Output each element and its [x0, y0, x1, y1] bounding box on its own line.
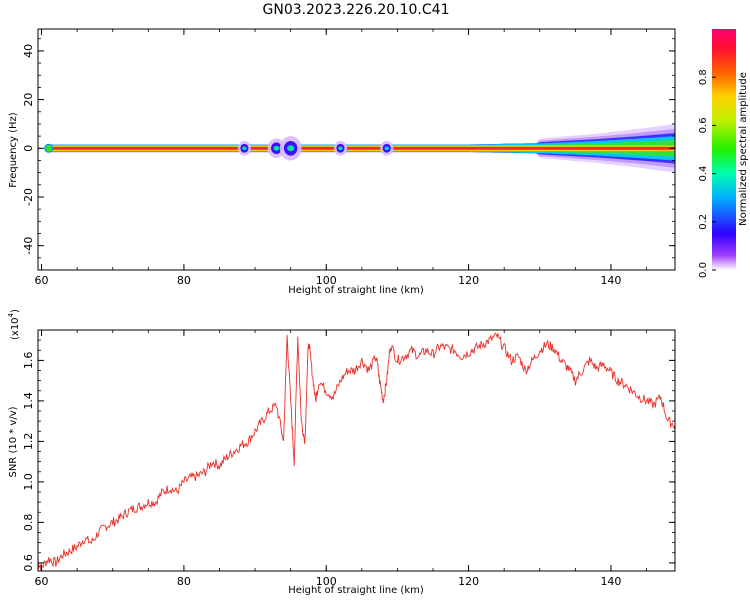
snr-x-tick-label: 100 — [316, 575, 337, 588]
snr-y-label: SNR (10 * v/v) — [8, 406, 19, 477]
snr-y-tick-label: 1.6 — [22, 352, 35, 370]
snr-x-tick-label: 140 — [600, 575, 621, 588]
colorbar-tick-label: 0.4 — [698, 166, 709, 182]
snr-multiplier-base: (x10 — [10, 317, 21, 340]
snr-y-tick-label: 0.8 — [22, 514, 35, 532]
spectrogram-y-tick-label: 40 — [22, 44, 35, 58]
spectrogram-x-tick-label: 120 — [458, 274, 479, 287]
svg-text:(x104): (x104) — [7, 309, 21, 340]
chart-title: GN03.2023.226.20.10.C41 — [263, 2, 450, 18]
spectrogram-spot-core — [242, 146, 247, 151]
colorbar-tick-label: 0.8 — [698, 69, 709, 85]
snr-x-tick-label: 60 — [35, 575, 49, 588]
snr-y-tick-label: 1.0 — [22, 473, 35, 491]
spectrogram-frame — [37, 28, 676, 271]
snr-x-label: Height of straight line (km) — [288, 585, 424, 596]
colorbar-ticks: 0.0 0.2 0.4 0.6 0.8 — [698, 69, 716, 278]
spectrogram-y-tick-label: 20 — [22, 93, 35, 107]
snr-y-tick-label: 1.2 — [22, 433, 35, 451]
spectrogram-y-tick-label: 0 — [22, 145, 35, 152]
spectrogram-x-tick-label: 60 — [35, 274, 49, 287]
snr-x-tick-label: 80 — [177, 575, 191, 588]
spectrogram-x-label: Height of straight line (km) — [288, 285, 424, 296]
spectrogram-x-tick-label: 140 — [600, 274, 621, 287]
colorbar-label: Normalized spectral amplitude — [738, 72, 749, 226]
spectrogram-panel: 60 80 100 120 140 40 20 0 -20 -40 Height of stra… — [8, 28, 676, 296]
spectrogram-x-axis: 60 80 100 120 140 — [35, 29, 647, 287]
snr-multiplier: (x104) — [7, 309, 21, 340]
snr-x-tick-label: 120 — [458, 575, 479, 588]
spectrogram-spot-core — [273, 145, 280, 151]
snr-y-tick-label: 0.6 — [22, 554, 35, 572]
colorbar-tick-label: 0.6 — [698, 117, 709, 133]
snr-multiplier-close: ) — [10, 309, 21, 313]
snr-series-line — [38, 332, 675, 571]
colorbar-tick-label: 0.2 — [698, 214, 709, 230]
band-start-cap — [44, 143, 54, 153]
snr-line-plot — [38, 332, 675, 571]
spectrogram-spot-core — [384, 146, 389, 151]
spectrogram-y-axis: 40 20 0 -20 -40 — [22, 38, 675, 259]
spectrogram-spot-core — [287, 145, 295, 152]
spectrogram-x-tick-label: 80 — [177, 274, 191, 287]
colorbar: 0.0 0.2 0.4 0.6 0.8 Normalized spectral ampl… — [698, 29, 749, 278]
snr-y-axis: 0.6 0.8 1.0 1.2 1.4 1.6 — [22, 339, 675, 572]
snr-frame — [37, 329, 676, 572]
spectrogram-x-tick-label: 100 — [316, 274, 337, 287]
band-core — [48, 146, 675, 150]
spectrogram-y-tick-label: -20 — [22, 188, 35, 206]
spectrogram-y-tick-label: -40 — [22, 237, 35, 255]
spectrogram-spot-core — [338, 146, 343, 151]
snr-y-tick-label: 1.4 — [22, 392, 35, 410]
snr-panel: 60 80 100 120 140 0.6 0.8 1.0 1.2 1.4 1.6 Height … — [7, 309, 676, 596]
snr-multiplier-exponent: 4 — [7, 312, 15, 317]
colorbar-tick-label: 0.0 — [698, 262, 709, 278]
spectrogram-heatmap — [44, 123, 675, 173]
spectrogram-y-label: Frequency (Hz) — [8, 112, 19, 188]
snr-x-axis: 60 80 100 120 140 — [35, 330, 647, 588]
colorbar-gradient — [712, 29, 736, 270]
